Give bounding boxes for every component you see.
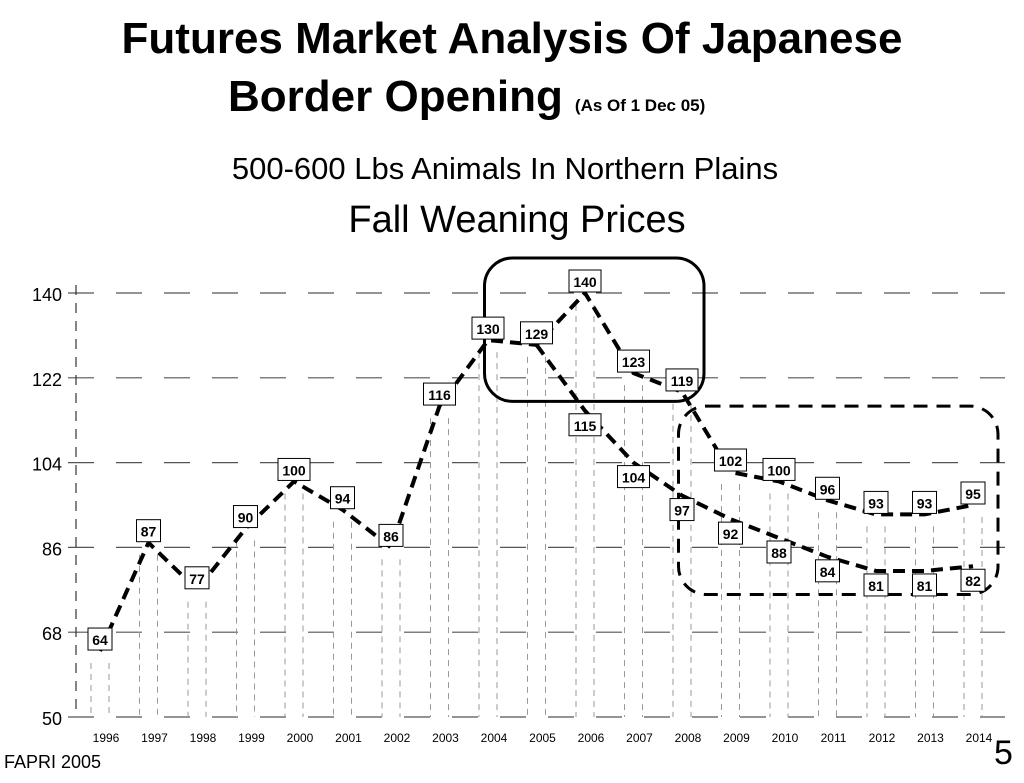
data-label-box-s1-2009	[714, 448, 747, 472]
data-label-box-s1-2011	[815, 476, 840, 500]
data-label-s1-2002: 86	[383, 528, 399, 544]
data-label-s2-2014: 82	[965, 573, 981, 589]
data-label-s2-2007: 104	[622, 470, 646, 486]
data-label-s1-2001: 94	[335, 491, 351, 507]
data-label-s2-2006: 115	[574, 418, 597, 434]
x-tick-label-2014: 2014	[966, 731, 993, 745]
x-tick-label-2010: 2010	[772, 731, 799, 745]
data-label-s1-2013: 93	[917, 495, 933, 511]
chart-subtitle-prices: Fall Weaning Prices	[348, 199, 686, 241]
x-tick-label-2002: 2002	[384, 731, 411, 745]
x-tick-label-2012: 2012	[869, 731, 896, 745]
x-tick-label-2005: 2005	[529, 731, 556, 745]
data-label-box-s1-2004	[471, 316, 505, 340]
data-label-s1-1998: 77	[189, 571, 205, 587]
x-tick-label-2001: 2001	[335, 731, 362, 745]
x-tick-label-2006: 2006	[578, 731, 605, 745]
x-tick-label-2013: 2013	[917, 731, 944, 745]
data-label-s1-1999: 90	[238, 510, 254, 526]
data-label-box-s2-2014	[960, 568, 986, 592]
data-label-s1-2005: 129	[525, 326, 549, 342]
data-label-box-s1-2013	[912, 490, 937, 514]
data-label-s1-2009: 102	[719, 453, 743, 469]
x-tick-label-2011: 2011	[821, 731, 847, 745]
x-tick-label-2008: 2008	[675, 731, 702, 745]
data-label-box-s2-2010	[766, 540, 792, 564]
data-label-s1-1996: 64	[92, 632, 108, 648]
data-label-box-s2-2009	[718, 521, 743, 545]
chart-title-line2: Border Opening (As Of 1 Dec 05)	[228, 72, 705, 131]
data-label-box-s2-2011	[815, 559, 840, 583]
data-label-box-s1-2006	[568, 269, 602, 293]
y-tick-label-68: 68	[42, 624, 62, 644]
data-label-box-s1-1999	[233, 505, 258, 529]
chart-title-border-opening: Border Opening	[228, 72, 563, 121]
x-tick-label-1998: 1998	[190, 731, 217, 745]
data-label-s1-2006: 140	[573, 274, 597, 290]
x-tick-label-1997: 1997	[141, 731, 168, 745]
data-label-s1-1997: 87	[141, 524, 157, 540]
data-label-s2-2013: 81	[917, 578, 933, 594]
data-label-box-s1-2000	[277, 457, 311, 481]
data-label-box-s1-2003	[423, 382, 456, 406]
data-label-box-s1-1997	[136, 519, 161, 543]
data-label-box-s1-2010	[762, 457, 796, 481]
x-tick-label-2009: 2009	[723, 731, 750, 745]
data-label-box-s1-1996	[87, 627, 113, 651]
data-label-box-s1-2002	[378, 523, 404, 547]
x-tick-label-2004: 2004	[481, 731, 508, 745]
x-tick-label-1996: 1996	[93, 731, 120, 745]
data-label-box-s1-1998	[184, 566, 210, 590]
data-label-box-s1-2001	[330, 486, 355, 510]
data-label-s1-2007: 123	[622, 354, 646, 370]
x-tick-label-2007: 2007	[626, 731, 653, 745]
page-number: 5	[994, 734, 1013, 772]
data-label-box-s2-2012	[863, 573, 889, 597]
y-tick-label-122: 122	[32, 370, 62, 390]
data-label-s1-2012: 93	[868, 495, 884, 511]
x-tick-label-2000: 2000	[287, 731, 314, 745]
y-tick-label-140: 140	[32, 285, 62, 305]
x-tick-label-2003: 2003	[432, 731, 459, 745]
data-label-s1-2008: 119	[671, 373, 694, 389]
data-label-s1-2003: 116	[428, 387, 451, 403]
data-label-box-s2-2006	[568, 413, 602, 437]
data-label-box-s1-2014	[960, 481, 986, 505]
data-label-s1-2011: 96	[820, 481, 836, 497]
data-label-s2-2010: 88	[771, 545, 787, 561]
y-tick-label-86: 86	[42, 539, 62, 559]
x-tick-label-1999: 1999	[238, 731, 265, 745]
y-tick-label-104: 104	[32, 455, 62, 475]
data-label-box-s2-2013	[912, 573, 937, 597]
data-label-box-s1-2008	[665, 368, 699, 392]
data-label-s1-2014: 95	[965, 486, 981, 502]
as-of-date: (As Of 1 Dec 05)	[574, 96, 706, 115]
data-label-s2-2011: 84	[820, 564, 836, 580]
series-line-2	[534, 343, 974, 573]
data-label-box-s1-2005	[520, 321, 553, 345]
source-label: FAPRI 2005	[4, 752, 102, 772]
y-tick-label-50: 50	[42, 709, 62, 729]
data-label-s2-2012: 81	[868, 578, 884, 594]
data-label-s2-2008: 97	[674, 503, 690, 519]
data-label-s1-2000: 100	[282, 462, 306, 478]
data-label-box-s1-2012	[863, 490, 889, 514]
data-label-box-s2-2008	[669, 498, 695, 522]
data-label-box-s2-2007	[617, 465, 650, 489]
data-label-s1-2010: 100	[767, 462, 791, 478]
data-label-s1-2004: 130	[476, 321, 500, 337]
chart-title-line1: Futures Market Analysis Of Japanese	[121, 14, 903, 63]
data-label-s2-2009: 92	[723, 526, 739, 542]
chart-subtitle-animals: 500-600 Lbs Animals In Northern Plains	[231, 151, 779, 186]
data-label-box-s1-2007	[617, 349, 650, 373]
